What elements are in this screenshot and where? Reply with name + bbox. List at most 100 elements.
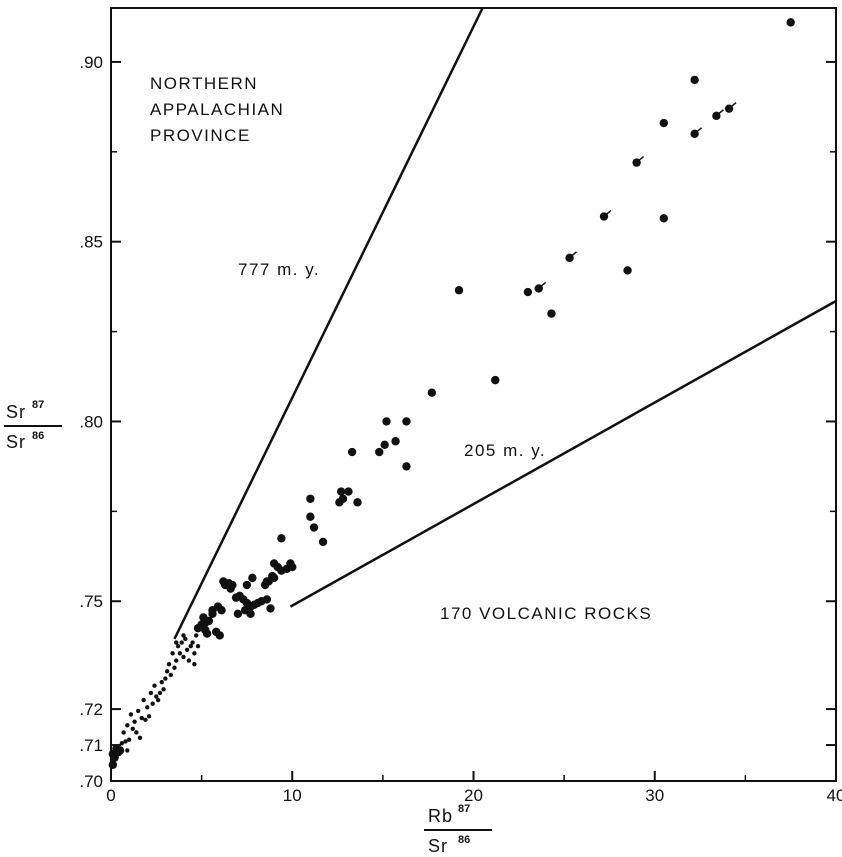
data-point	[179, 640, 184, 645]
data-point	[141, 697, 146, 703]
y-axis-label: Sr 87 Sr 86	[4, 399, 62, 452]
isochron-lines	[173, 7, 837, 640]
province-line-3: PROVINCE	[150, 126, 251, 145]
y-label-denominator-sup: 86	[32, 430, 44, 442]
point-tail	[638, 156, 645, 162]
x-tick-label: 40	[827, 786, 842, 805]
data-point	[195, 643, 201, 649]
data-point	[174, 658, 179, 663]
data-point	[190, 640, 195, 645]
data-point	[233, 609, 243, 619]
data-point	[246, 609, 255, 619]
data-point	[402, 417, 411, 426]
data-point	[119, 741, 125, 746]
data-point	[391, 437, 400, 446]
y-tick-label: .90	[79, 53, 103, 72]
data-point	[269, 573, 279, 583]
data-point	[226, 584, 235, 593]
data-point	[157, 690, 163, 696]
y-tick-label: .72	[79, 700, 103, 719]
data-point	[186, 658, 192, 663]
data-point	[248, 573, 257, 583]
data-point	[306, 512, 315, 521]
data-point	[547, 309, 556, 318]
x-label-denominator-sup: 86	[458, 834, 470, 846]
isochron-line	[173, 7, 484, 640]
data-point	[192, 651, 197, 656]
data-point	[336, 487, 346, 496]
point-tail	[730, 102, 737, 108]
x-axis-ticks: 0 10 20 30 40	[106, 771, 842, 805]
data-point	[338, 494, 348, 503]
data-point	[174, 640, 179, 645]
data-point	[137, 735, 143, 741]
data-point	[344, 487, 353, 496]
data-point	[114, 744, 119, 750]
data-point	[382, 417, 391, 426]
data-point	[139, 715, 145, 721]
data-point	[491, 375, 500, 385]
point-tail	[717, 109, 724, 115]
data-point	[193, 633, 199, 638]
data-point	[786, 18, 795, 27]
data-point	[402, 462, 411, 471]
point-tail	[540, 281, 547, 288]
data-point	[145, 705, 150, 710]
point-tail	[605, 209, 612, 216]
data-point	[154, 694, 159, 699]
data-point	[170, 651, 175, 656]
y-tick-label: .70	[79, 772, 103, 791]
y-label-denominator: Sr	[6, 432, 26, 452]
data-point	[159, 679, 164, 685]
x-label-denominator: Sr	[428, 836, 448, 856]
x-label-numerator: Rb	[428, 806, 453, 826]
data-point	[134, 730, 139, 735]
data-point	[150, 701, 155, 706]
data-point	[375, 447, 384, 457]
data-point	[380, 440, 389, 450]
sample-count-label: 170 VOLCANIC ROCKS	[440, 604, 652, 623]
y-tick-label: .85	[79, 233, 103, 252]
data-point	[523, 287, 533, 297]
data-point	[454, 286, 464, 295]
data-point	[175, 643, 181, 649]
y-tick-label: .71	[79, 736, 103, 755]
data-point	[269, 559, 279, 568]
data-point	[172, 665, 177, 670]
isochron-line	[289, 299, 837, 608]
data-point	[125, 723, 130, 728]
data-point	[181, 654, 186, 660]
data-point	[353, 498, 362, 507]
data-point	[217, 606, 226, 615]
data-point	[201, 625, 210, 635]
data-point	[266, 604, 275, 613]
data-point	[155, 697, 161, 703]
isochron-777-label: 777 m. y.	[238, 260, 320, 279]
data-point	[161, 687, 166, 692]
data-point	[163, 676, 168, 681]
data-point	[215, 631, 224, 640]
y-tick-label: .80	[79, 412, 103, 431]
data-point	[347, 447, 357, 457]
data-point	[183, 636, 188, 642]
x-label-numerator-sup: 87	[458, 803, 470, 815]
data-point	[132, 719, 137, 724]
data-point	[659, 118, 669, 128]
data-point	[659, 214, 669, 223]
data-point	[690, 75, 699, 85]
plot-frame	[110, 7, 837, 782]
data-point	[242, 580, 252, 590]
data-point	[152, 683, 157, 688]
data-point	[262, 577, 272, 586]
data-point	[288, 562, 297, 572]
province-line-1: NORTHERN	[150, 74, 258, 93]
data-point	[309, 523, 319, 532]
x-tick-label: 20	[464, 786, 483, 805]
y-tick-label: .75	[79, 592, 103, 611]
isochron-205-label: 205 m. y.	[464, 441, 546, 460]
data-point	[181, 633, 186, 638]
data-point	[318, 537, 328, 547]
data-point	[123, 739, 128, 744]
data-point	[306, 494, 315, 503]
